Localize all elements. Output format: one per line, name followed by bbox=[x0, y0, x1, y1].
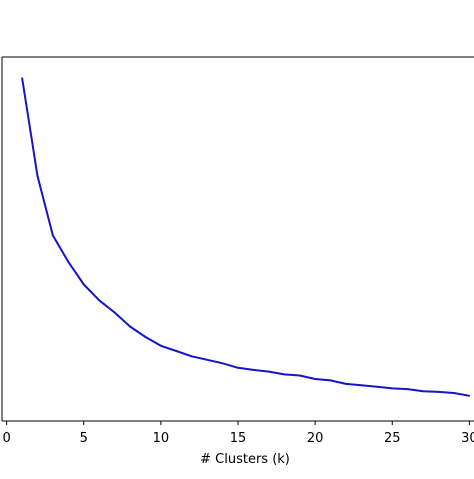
data-point bbox=[376, 385, 378, 388]
data-point bbox=[98, 299, 100, 302]
data-point bbox=[190, 355, 193, 358]
data-point bbox=[21, 77, 23, 79]
x-tick-label: 10 bbox=[153, 431, 170, 446]
data-point bbox=[52, 234, 54, 237]
data-point bbox=[160, 345, 162, 347]
data-point bbox=[314, 378, 316, 380]
data-point bbox=[298, 374, 301, 377]
data-point bbox=[422, 390, 424, 393]
data-point bbox=[175, 350, 178, 352]
x-tick-label: 0 bbox=[2, 431, 10, 446]
data-point bbox=[144, 336, 147, 338]
data-point bbox=[36, 175, 39, 177]
data-point bbox=[268, 370, 270, 373]
data-point bbox=[83, 283, 85, 286]
data-point bbox=[468, 395, 471, 397]
x-tick-label: 30 bbox=[461, 431, 474, 446]
data-point bbox=[406, 388, 409, 390]
data-point bbox=[129, 325, 131, 328]
data-point bbox=[453, 392, 455, 394]
x-tick-label: 5 bbox=[80, 431, 88, 446]
series-layer bbox=[21, 77, 471, 397]
x-tick-label: 15 bbox=[230, 431, 247, 446]
data-point bbox=[67, 261, 70, 263]
data-point bbox=[283, 373, 286, 376]
x-axis-label: # Clusters (k) bbox=[200, 452, 290, 467]
data-point bbox=[329, 379, 332, 382]
data-point bbox=[206, 359, 208, 361]
data-point bbox=[437, 391, 440, 393]
data-point bbox=[345, 383, 347, 385]
x-tick-label: 20 bbox=[307, 431, 324, 446]
data-point bbox=[252, 369, 255, 371]
data-point bbox=[237, 367, 239, 369]
x-tick-label: 25 bbox=[384, 431, 401, 446]
data-point bbox=[113, 311, 116, 314]
x-axis-ticks: 0 5 10 15 20 25 30 bbox=[2, 421, 474, 446]
data-point bbox=[360, 384, 363, 387]
data-point bbox=[391, 387, 394, 390]
data-point bbox=[221, 362, 224, 365]
series-line bbox=[21, 77, 470, 397]
